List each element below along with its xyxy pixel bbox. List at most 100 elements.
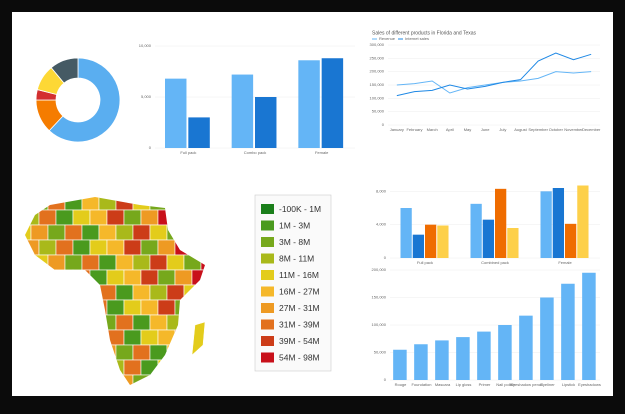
country	[132, 314, 151, 331]
x-tick-label: Female	[315, 150, 329, 155]
x-tick-label: Female	[558, 260, 572, 265]
y-tick-label: 10,000	[139, 43, 152, 48]
country	[123, 209, 142, 226]
y-tick-label: 50,000	[372, 109, 385, 114]
bar	[552, 188, 565, 258]
bar	[495, 188, 507, 258]
bar	[231, 74, 254, 148]
y-tick-label: 4,000	[376, 222, 387, 227]
y-tick-label: 0	[384, 377, 387, 382]
y-tick-label: 8,000	[376, 188, 387, 193]
x-tick-label: Full pack	[180, 150, 196, 155]
country	[55, 239, 74, 256]
x-tick-label: Eyeshadow pencil	[510, 382, 542, 387]
y-tick-label: 200,000	[372, 267, 387, 272]
bar	[437, 225, 449, 258]
legend-label: -100K - 1M	[279, 204, 321, 214]
country	[157, 299, 176, 316]
country	[166, 284, 185, 301]
legend-label: 3M - 8M	[279, 237, 310, 247]
legend-swatch	[261, 220, 274, 231]
x-tick-label: April	[446, 127, 454, 132]
x-tick-label: Eyeliner	[540, 382, 555, 387]
country	[123, 359, 142, 376]
pie-slice	[48, 57, 121, 143]
bar	[482, 219, 495, 258]
madagascar	[191, 321, 206, 356]
x-tick-label: September	[528, 127, 548, 132]
line-series	[396, 71, 592, 94]
legend-swatch	[261, 352, 274, 363]
y-tick-label: 150,000	[372, 295, 387, 300]
bar	[540, 297, 554, 380]
country	[115, 224, 134, 241]
x-tick-label: May	[464, 127, 472, 132]
bar	[400, 208, 412, 258]
legend-label: 27M - 31M	[279, 303, 320, 313]
bar	[561, 283, 575, 380]
y-tick-label: 0	[384, 255, 387, 260]
legend-swatch	[261, 237, 274, 247]
bar	[298, 60, 320, 148]
country	[89, 209, 108, 226]
country	[132, 224, 151, 241]
country	[132, 284, 151, 301]
y-tick-label: 100,000	[372, 322, 387, 327]
legend-label: 8M - 11M	[279, 253, 314, 263]
legend-label: Internet sales	[405, 36, 429, 41]
chart-title: Sales of different products in Florida a…	[372, 30, 477, 36]
legend-label: 54M - 98M	[279, 352, 320, 362]
x-tick-label: Combo pack	[244, 150, 266, 155]
x-tick-label: Nail polish	[496, 382, 514, 387]
country	[166, 254, 185, 271]
y-tick-label: 0	[382, 122, 385, 127]
x-tick-label: October	[549, 127, 564, 132]
bar	[321, 58, 344, 148]
x-tick-label: Primer	[479, 382, 491, 387]
bar	[565, 223, 577, 258]
x-tick-label: February	[406, 127, 422, 132]
bar	[470, 203, 482, 258]
bar	[519, 315, 533, 380]
legend-label: 11M - 16M	[279, 270, 319, 280]
legend-swatch	[261, 286, 274, 297]
bar	[477, 331, 491, 380]
country	[98, 224, 117, 241]
country	[47, 224, 66, 241]
bar	[498, 325, 512, 380]
x-tick-label: Full pack	[417, 260, 433, 265]
country	[81, 254, 100, 271]
bar	[412, 234, 425, 258]
country	[149, 254, 168, 271]
y-tick-label: 150,000	[370, 82, 385, 87]
country	[123, 269, 142, 286]
x-tick-label: July	[499, 127, 506, 132]
legend-swatch	[261, 336, 274, 346]
bar	[577, 185, 589, 258]
y-tick-label: 0	[149, 145, 152, 150]
bar	[255, 97, 277, 148]
country	[140, 329, 159, 346]
x-tick-label: Lip gloss	[456, 382, 472, 387]
bar	[393, 349, 407, 380]
legend-label: Revenue	[379, 36, 396, 41]
country	[115, 314, 134, 331]
country	[106, 239, 125, 256]
country	[157, 239, 176, 256]
bar	[188, 117, 210, 148]
country	[132, 344, 151, 361]
pie-slice	[50, 57, 79, 84]
country	[123, 329, 142, 346]
country	[140, 239, 159, 256]
x-tick-label: March	[427, 127, 438, 132]
y-tick-label: 250,000	[370, 55, 385, 60]
legend-label: 16M - 27M	[279, 286, 320, 296]
country	[72, 239, 91, 256]
bar	[425, 224, 437, 258]
bar	[414, 344, 428, 380]
y-tick-label: 100,000	[370, 95, 385, 100]
country	[149, 224, 168, 241]
bar	[165, 78, 187, 148]
x-tick-label: November	[564, 127, 583, 132]
